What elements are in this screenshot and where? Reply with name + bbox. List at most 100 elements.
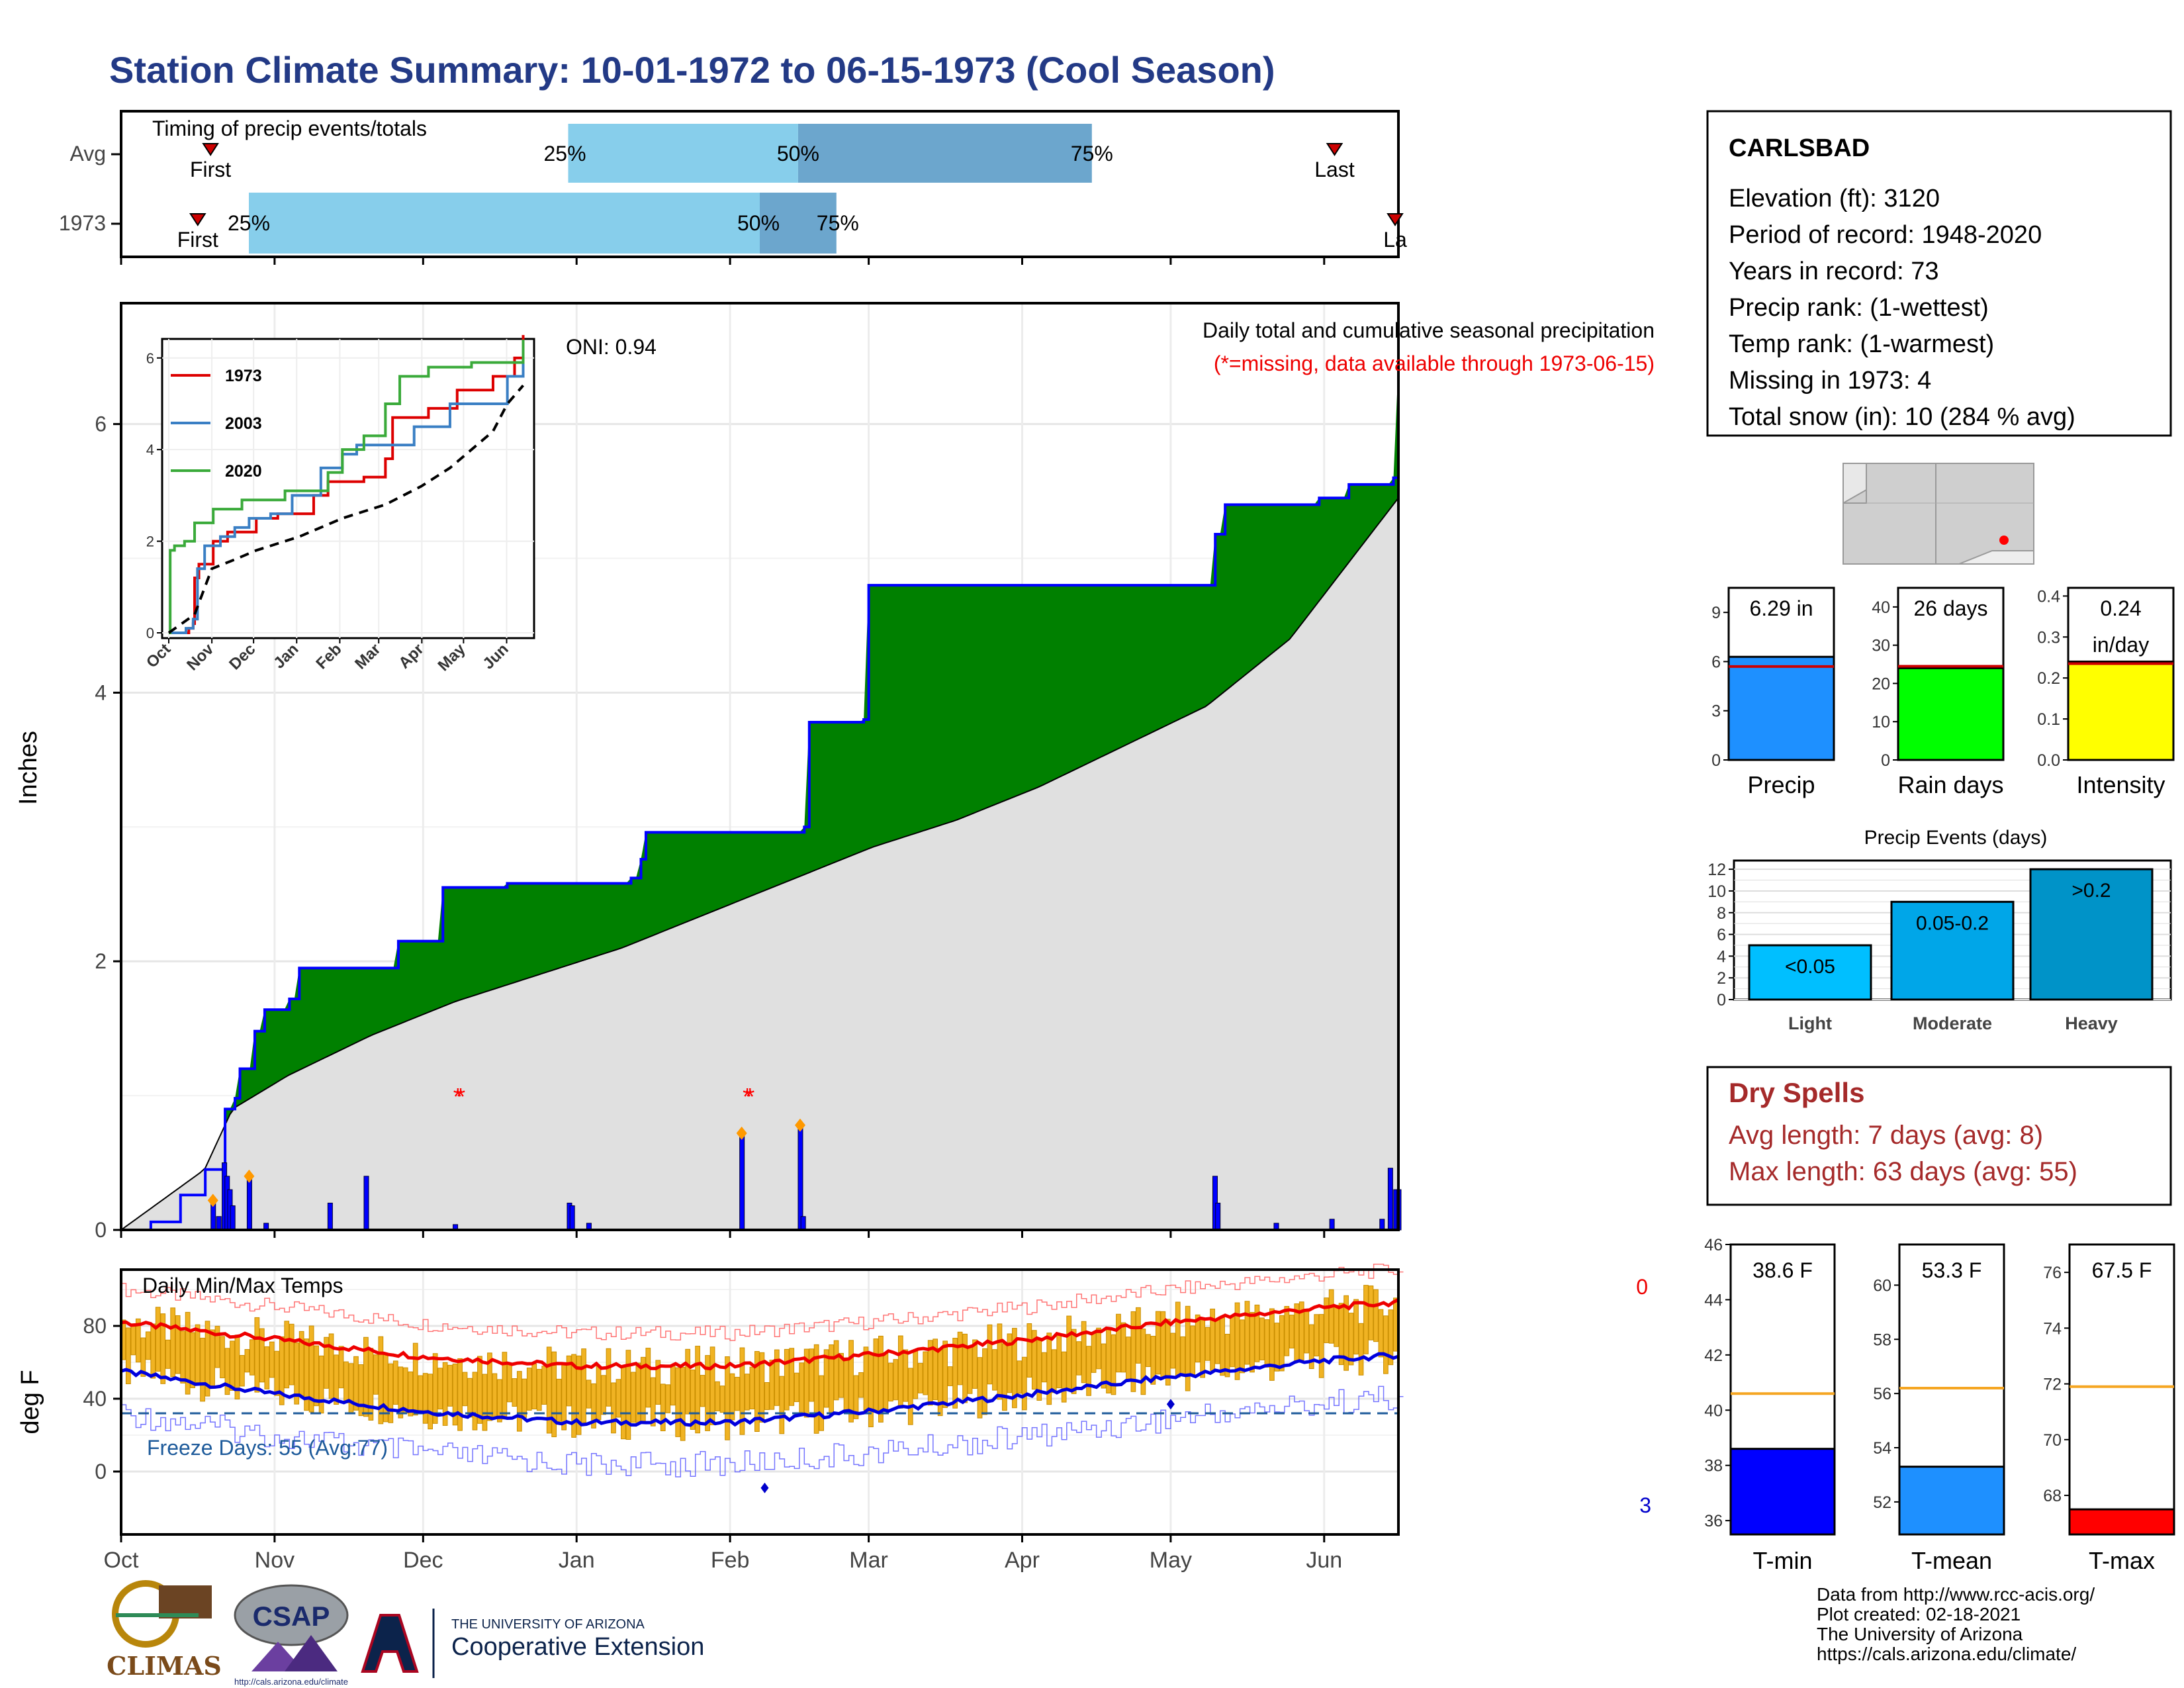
daily-temp-bar bbox=[581, 1348, 586, 1423]
first-marker bbox=[189, 213, 206, 226]
daily-temp-bar bbox=[462, 1372, 468, 1407]
daily-temp-bar bbox=[1185, 1305, 1191, 1391]
daily-temp-bar bbox=[1150, 1336, 1156, 1385]
inset-normal-line bbox=[167, 384, 525, 634]
mini-bar-tick-label: 0.0 bbox=[2037, 751, 2060, 770]
daily-temp-bar bbox=[967, 1345, 973, 1394]
temp-bar-tick-label: 76 bbox=[2043, 1264, 2062, 1282]
precip-frame bbox=[120, 302, 1400, 1231]
station-line: Missing in 1973: 4 bbox=[1729, 367, 1931, 395]
snow-marker bbox=[207, 1194, 218, 1207]
timing-row-year: 1973 bbox=[59, 211, 106, 235]
daily-temp-bar bbox=[1195, 1314, 1201, 1363]
month-label: Nov bbox=[255, 1548, 295, 1573]
daily-temp-bar bbox=[230, 1340, 235, 1391]
daily-temp-bar bbox=[472, 1372, 478, 1430]
daily-temp-bar bbox=[1041, 1352, 1047, 1383]
daily-temp-bar bbox=[175, 1315, 181, 1374]
daily-temp-bar bbox=[279, 1336, 285, 1405]
daily-temp-bar bbox=[566, 1355, 572, 1407]
daily-temp-bar bbox=[868, 1354, 874, 1428]
csap-logo-url: http://cals.arizona.edu/climate bbox=[234, 1677, 348, 1687]
ytick-label: 2 bbox=[95, 949, 107, 973]
daily-temp-bar bbox=[1234, 1302, 1240, 1380]
daily-temp-bar bbox=[487, 1352, 492, 1421]
inset-ytick-label: 6 bbox=[146, 350, 154, 367]
daily-temp-bar bbox=[155, 1307, 161, 1372]
events-bar-label: >0.2 bbox=[2071, 880, 2111, 902]
station-line: Temp rank: (1-warmest) bbox=[1729, 330, 1994, 358]
timing-bar-50-75 bbox=[760, 193, 837, 254]
inset-legend-label: 1973 bbox=[225, 367, 262, 385]
daily-temp-bar bbox=[745, 1374, 750, 1411]
events-title: Precip Events (days) bbox=[1864, 827, 2048, 849]
daily-temp-bar bbox=[829, 1344, 834, 1415]
events-tick-label: 8 bbox=[1717, 904, 1726, 923]
daily-temp-bar bbox=[933, 1338, 938, 1401]
daily-temp-bar bbox=[254, 1317, 260, 1393]
daily-temp-bar bbox=[675, 1367, 681, 1437]
daily-temp-bar bbox=[363, 1336, 369, 1417]
daily-temp-bar bbox=[1328, 1289, 1334, 1344]
daily-temp-bar bbox=[1224, 1333, 1230, 1378]
daily-temp-bar bbox=[190, 1332, 195, 1388]
daily-temp-bar bbox=[1264, 1319, 1270, 1368]
mini-bar-xlabel: Intensity bbox=[2076, 771, 2165, 798]
month-label: Feb bbox=[711, 1548, 750, 1573]
daily-temp-bar bbox=[809, 1348, 815, 1402]
daily-temp-bar bbox=[839, 1352, 844, 1398]
temp-ytick-label: 80 bbox=[83, 1314, 107, 1338]
daily-temp-bar bbox=[1091, 1333, 1097, 1373]
events-bar-label: 0.05-0.2 bbox=[1916, 912, 1989, 934]
daily-temp-bar bbox=[442, 1362, 448, 1426]
temp-bar-value bbox=[1729, 1448, 1836, 1536]
csap-logo: CSAP http://cals.arizona.edu/climate bbox=[234, 1584, 349, 1687]
timing-label: Timing of precip events/totals bbox=[152, 117, 427, 140]
daily-temp-bar bbox=[1318, 1314, 1324, 1378]
daily-temp-bar bbox=[308, 1325, 314, 1413]
month-label: Jan bbox=[559, 1548, 595, 1573]
daily-temp-bar bbox=[1220, 1317, 1225, 1376]
events-bar-label: <0.05 bbox=[1785, 956, 1835, 978]
daily-temp-bar bbox=[1116, 1313, 1121, 1373]
daily-temp-bar bbox=[1348, 1313, 1354, 1366]
temp-bar-tick-label: 58 bbox=[1873, 1331, 1891, 1349]
daily-temp-bar bbox=[1244, 1301, 1250, 1365]
last-label: La bbox=[1383, 228, 1407, 252]
daily-temp-bar bbox=[1046, 1333, 1052, 1405]
daily-temp-bar bbox=[269, 1341, 275, 1378]
daily-temp-bar bbox=[1130, 1311, 1136, 1392]
temp-bar-title: 38.6 F bbox=[1752, 1258, 1813, 1282]
daily-temp-bar bbox=[878, 1335, 884, 1423]
daily-temp-bar bbox=[1155, 1311, 1161, 1375]
temp-bar-tick-label: 42 bbox=[1704, 1346, 1723, 1365]
page-title: Station Climate Summary: 10-01-1972 to 0… bbox=[109, 49, 1275, 91]
temp-bar-tick-label: 74 bbox=[2043, 1319, 2062, 1338]
last-marker bbox=[1326, 143, 1343, 156]
daily-temp-bar bbox=[1205, 1327, 1210, 1361]
events-bar bbox=[1890, 900, 2015, 1001]
daily-temp-bar bbox=[240, 1355, 245, 1387]
daily-temp-bar bbox=[1071, 1329, 1077, 1394]
inset-legend-label: 2020 bbox=[225, 462, 262, 481]
daily-precip-bar bbox=[246, 1176, 252, 1231]
daily-temp-bar bbox=[392, 1360, 398, 1405]
daily-temp-bar bbox=[304, 1338, 310, 1411]
daily-temp-bar bbox=[1388, 1309, 1394, 1366]
missing-marker: * bbox=[745, 1083, 754, 1110]
freeze-days-label: Freeze Days: 55 (Avg:77) bbox=[147, 1436, 388, 1460]
daily-temp-bar bbox=[621, 1366, 626, 1440]
daily-temp-bar bbox=[739, 1347, 745, 1435]
daily-temp-bar bbox=[863, 1346, 869, 1411]
station-line: Total snow (in): 10 (284 % avg) bbox=[1729, 403, 2075, 431]
daily-temp-bar bbox=[561, 1363, 567, 1430]
daily-temp-bar bbox=[145, 1331, 151, 1360]
ua-small-text: THE UNIVERSITY OF ARIZONA bbox=[451, 1617, 645, 1632]
temp-ytick-label: 0 bbox=[95, 1460, 107, 1483]
daily-temp-bar bbox=[437, 1368, 443, 1410]
daily-temp-bar bbox=[274, 1350, 280, 1396]
month-label: Jun bbox=[1306, 1548, 1342, 1573]
events-tick-label: 12 bbox=[1707, 861, 1726, 879]
